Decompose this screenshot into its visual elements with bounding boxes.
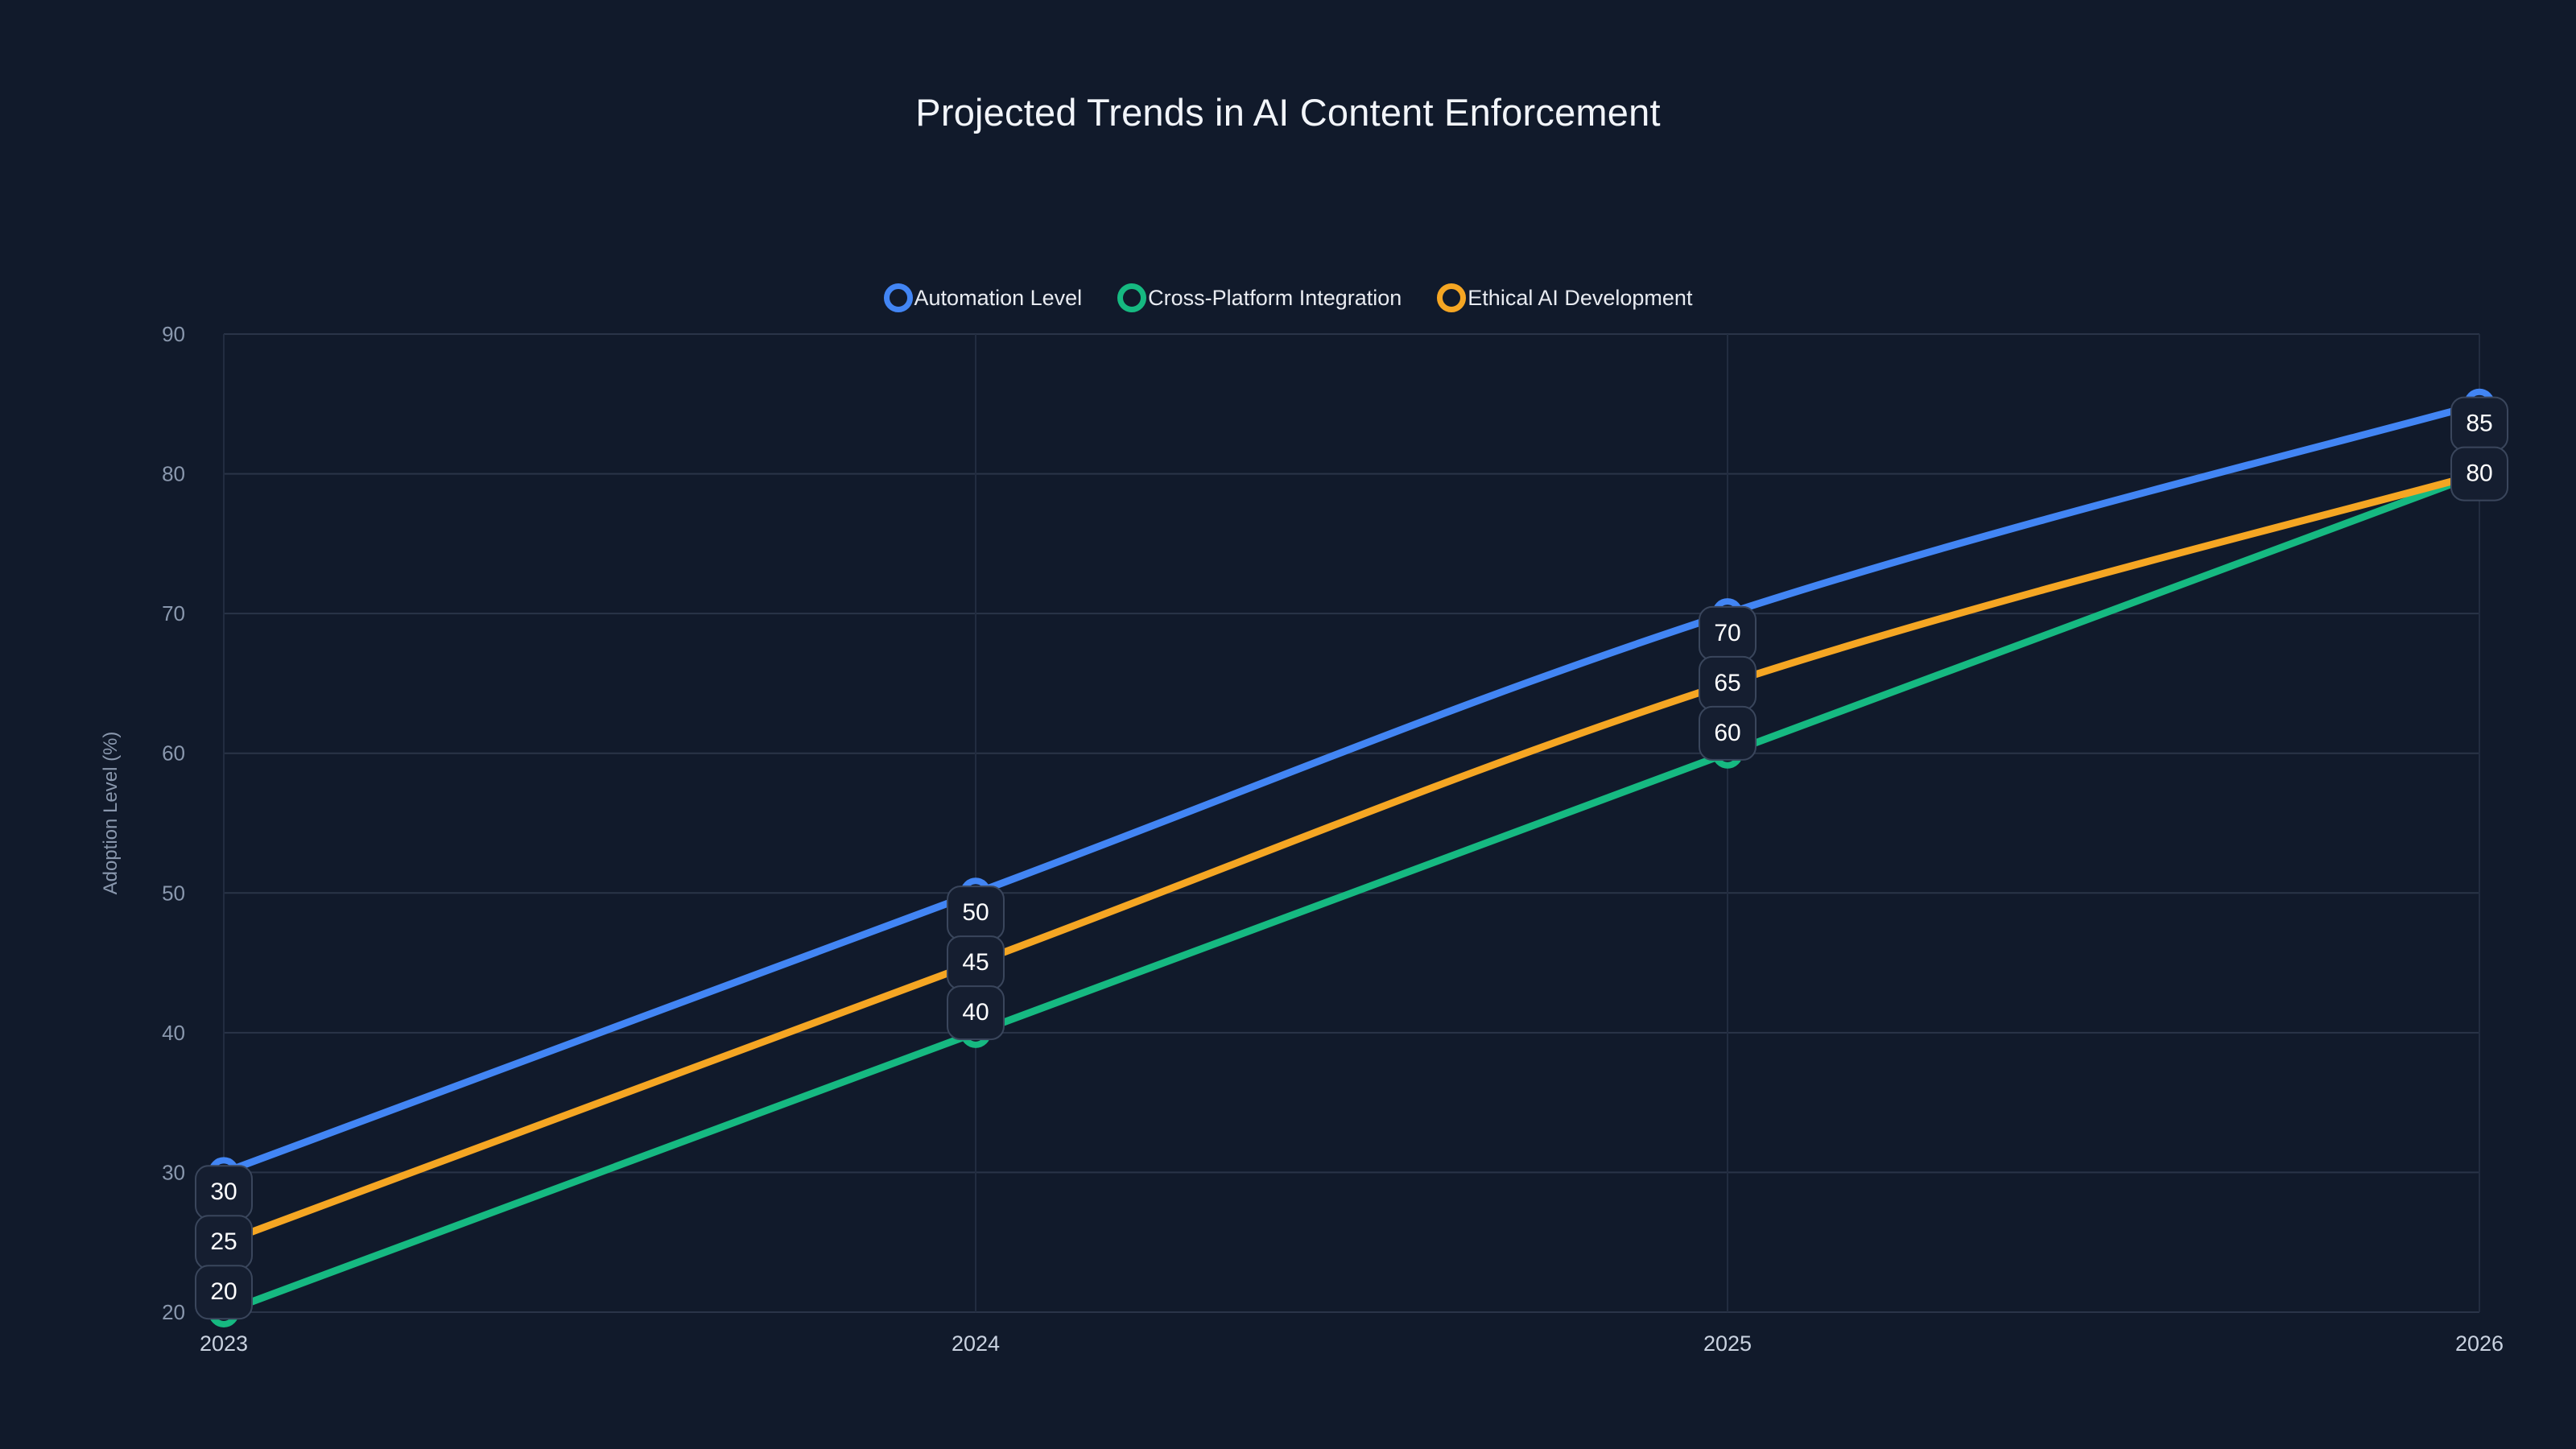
data-label: 65 bbox=[1699, 655, 1757, 711]
chart-title: Projected Trends in AI Content Enforceme… bbox=[915, 91, 1661, 134]
y-axis-title: Adoption Level (%) bbox=[100, 732, 122, 895]
x-axis-ticks: 2023 2024 2025 2026 bbox=[200, 1331, 2504, 1356]
legend-item-ethical-ai-development[interactable]: Ethical AI Development bbox=[1437, 283, 1692, 312]
data-label-text: 20 bbox=[210, 1278, 237, 1305]
data-label: 85 bbox=[2450, 396, 2508, 452]
legend-item-automation-level[interactable]: Automation Level bbox=[883, 283, 1083, 312]
data-label-text: 50 bbox=[962, 899, 989, 926]
data-label: 45 bbox=[947, 935, 1005, 991]
y-axis-ticks: 20 30 40 50 60 70 80 90 bbox=[162, 322, 185, 1324]
data-label-text: 30 bbox=[210, 1179, 237, 1205]
data-label-text: 45 bbox=[962, 949, 989, 976]
legend-marker-icon bbox=[1437, 283, 1467, 312]
y-axis-tick-label: 70 bbox=[162, 601, 185, 625]
y-axis-label: Adoption Level (%) bbox=[100, 732, 122, 895]
y-axis-tick-label: 90 bbox=[162, 322, 185, 346]
data-label: 20 bbox=[195, 1265, 253, 1320]
data-label-text: 70 bbox=[1714, 620, 1740, 646]
series-points bbox=[208, 388, 2495, 1327]
legend-marker-icon bbox=[883, 283, 913, 312]
series-line bbox=[220, 470, 2483, 1316]
series-line bbox=[220, 400, 2483, 1176]
data-label: 50 bbox=[947, 886, 1005, 941]
data-labels: 30 50 70 85 25 45 65 80 20 40 60 bbox=[195, 396, 2508, 1320]
data-label-text: 25 bbox=[210, 1228, 237, 1255]
y-axis-tick-label: 80 bbox=[162, 462, 185, 486]
x-axis-tick-label: 2025 bbox=[1703, 1331, 1752, 1356]
data-label-text: 40 bbox=[962, 999, 989, 1026]
data-label: 25 bbox=[195, 1215, 253, 1270]
y-axis-tick-label: 50 bbox=[162, 881, 185, 905]
legend-marker-icon bbox=[1117, 283, 1147, 312]
y-axis-tick-label: 60 bbox=[162, 741, 185, 766]
legend-label: Automation Level bbox=[914, 285, 1083, 310]
data-label-text: 60 bbox=[1714, 720, 1740, 746]
data-label-text: 85 bbox=[2466, 410, 2492, 436]
y-axis-tick-label: 20 bbox=[162, 1300, 185, 1324]
data-label: 70 bbox=[1699, 605, 1757, 661]
data-label-text: 65 bbox=[1714, 670, 1740, 696]
x-axis-tick-label: 2023 bbox=[200, 1331, 248, 1356]
series-lines bbox=[220, 400, 2483, 1316]
data-label-text: 80 bbox=[2466, 460, 2492, 486]
legend-label: Cross-Platform Integration bbox=[1148, 285, 1402, 310]
chart-legend: Automation Level Cross-Platform Integrat… bbox=[0, 283, 2576, 312]
legend-item-cross-platform-integration[interactable]: Cross-Platform Integration bbox=[1117, 283, 1402, 312]
x-axis-tick-label: 2026 bbox=[2455, 1331, 2504, 1356]
grid-lines bbox=[223, 333, 2480, 1313]
y-axis-tick-label: 30 bbox=[162, 1160, 185, 1184]
data-label: 40 bbox=[947, 985, 1005, 1041]
data-label: 60 bbox=[1699, 705, 1757, 761]
data-label: 30 bbox=[195, 1165, 253, 1220]
y-axis-tick-label: 40 bbox=[162, 1021, 185, 1045]
data-label: 80 bbox=[2450, 446, 2508, 502]
series-line bbox=[220, 470, 2483, 1246]
x-axis-tick-label: 2024 bbox=[952, 1331, 1000, 1356]
legend-label: Ethical AI Development bbox=[1468, 285, 1693, 310]
